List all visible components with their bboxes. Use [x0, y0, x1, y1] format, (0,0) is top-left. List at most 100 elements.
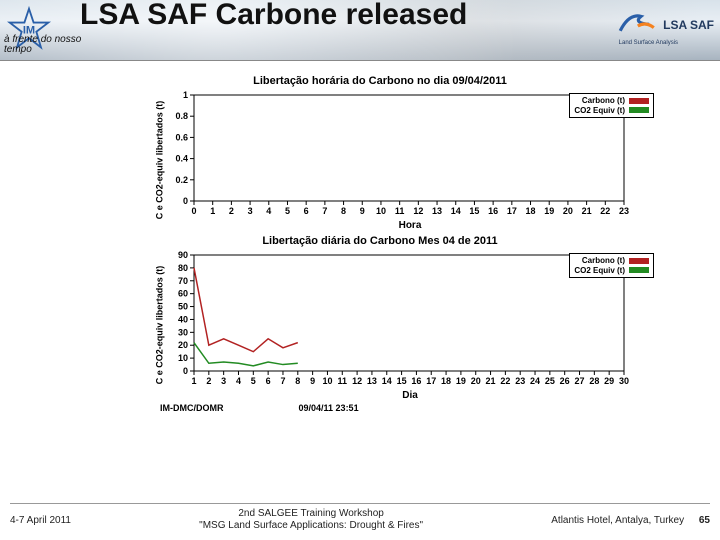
svg-text:8: 8 [341, 206, 346, 216]
svg-text:2: 2 [206, 376, 211, 386]
chart1-legend: Carbono (t)CO2 Equiv (t) [569, 93, 654, 118]
svg-text:0.8: 0.8 [175, 111, 188, 121]
slide-tagline: à frente do nosso tempo [4, 35, 81, 55]
footer-location: Atlantis Hotel, Antalya, Turkey [551, 515, 684, 526]
svg-text:9: 9 [360, 206, 365, 216]
svg-text:30: 30 [619, 376, 629, 386]
svg-text:3: 3 [221, 376, 226, 386]
svg-text:25: 25 [545, 376, 555, 386]
slide-header: IM LSA SAF Carbone released à frente do … [0, 0, 720, 61]
lsa-saf-mark-icon [617, 8, 657, 41]
legend-item: CO2 Equiv (t) [574, 106, 649, 116]
logo-lsa-saf: LSA SAF Land Surface Analysis [617, 8, 714, 46]
legend-label: Carbono (t) [582, 96, 625, 106]
svg-text:21: 21 [582, 206, 592, 216]
footer-pagenum: 65 [699, 515, 710, 526]
chart1-xlabel: Hora [160, 220, 660, 231]
svg-text:19: 19 [456, 376, 466, 386]
legend-swatch [629, 107, 649, 113]
svg-text:6: 6 [266, 376, 271, 386]
svg-text:21: 21 [486, 376, 496, 386]
svg-text:8: 8 [295, 376, 300, 386]
svg-text:14: 14 [451, 206, 461, 216]
footer-date: 4-7 April 2011 [10, 515, 71, 526]
chart1-ylabel: C e CO2-equiv libertados (t) [154, 101, 164, 220]
svg-text:4: 4 [236, 376, 241, 386]
footer-right: Atlantis Hotel, Antalya, Turkey 65 [551, 515, 710, 526]
svg-text:1: 1 [183, 90, 188, 100]
svg-text:28: 28 [589, 376, 599, 386]
svg-text:0: 0 [183, 366, 188, 376]
svg-text:5: 5 [285, 206, 290, 216]
svg-text:12: 12 [413, 206, 423, 216]
svg-text:1: 1 [210, 206, 215, 216]
slide-title: LSA SAF Carbone released [80, 0, 467, 32]
tagline-line2: tempo [4, 44, 32, 55]
svg-text:17: 17 [426, 376, 436, 386]
svg-text:27: 27 [575, 376, 585, 386]
svg-text:60: 60 [178, 289, 188, 299]
chart1-frame: C e CO2-equiv libertados (t) 00.20.40.60… [160, 89, 660, 231]
footer-center: 2nd SALGEE Training Workshop "MSG Land S… [199, 508, 423, 532]
svg-text:12: 12 [352, 376, 362, 386]
svg-text:23: 23 [515, 376, 525, 386]
timestamp-source: IM-DMC/DOMR [160, 403, 224, 413]
chart2-frame: C e CO2-equiv libertados (t) 01020304050… [160, 249, 660, 401]
svg-text:16: 16 [488, 206, 498, 216]
legend-item: Carbono (t) [574, 96, 649, 106]
svg-text:0: 0 [183, 196, 188, 206]
svg-text:22: 22 [500, 376, 510, 386]
legend-swatch [629, 98, 649, 104]
svg-text:5: 5 [251, 376, 256, 386]
chart2-plot: 0102030405060708090123456789101112131415… [160, 249, 630, 389]
svg-text:9: 9 [310, 376, 315, 386]
svg-text:20: 20 [471, 376, 481, 386]
svg-text:90: 90 [178, 250, 188, 260]
legend-label: CO2 Equiv (t) [574, 106, 625, 116]
svg-text:20: 20 [178, 340, 188, 350]
svg-text:10: 10 [322, 376, 332, 386]
footer-center-line2: "MSG Land Surface Applications: Drought … [199, 520, 423, 531]
svg-text:13: 13 [432, 206, 442, 216]
svg-text:14: 14 [382, 376, 392, 386]
legend-item: Carbono (t) [574, 256, 649, 266]
timestamp-time: 09/04/11 23:51 [299, 403, 359, 413]
svg-text:22: 22 [600, 206, 610, 216]
svg-text:11: 11 [395, 206, 405, 216]
chart2-xlabel: Dia [160, 390, 660, 401]
svg-text:30: 30 [178, 327, 188, 337]
svg-text:29: 29 [604, 376, 614, 386]
svg-text:0.4: 0.4 [175, 154, 188, 164]
svg-text:1: 1 [191, 376, 196, 386]
charts-area: Libertação horária do Carbono no dia 09/… [100, 75, 660, 417]
svg-text:0.2: 0.2 [175, 175, 188, 185]
svg-text:11: 11 [338, 376, 348, 386]
svg-text:24: 24 [530, 376, 540, 386]
legend-swatch [629, 258, 649, 264]
svg-text:18: 18 [441, 376, 451, 386]
svg-text:17: 17 [507, 206, 517, 216]
svg-text:3: 3 [248, 206, 253, 216]
svg-text:15: 15 [469, 206, 479, 216]
svg-text:80: 80 [178, 263, 188, 273]
slide-footer: 4-7 April 2011 2nd SALGEE Training Works… [10, 503, 710, 532]
legend-label: Carbono (t) [582, 256, 625, 266]
chart1-title: Libertação horária do Carbono no dia 09/… [100, 75, 660, 87]
svg-text:10: 10 [178, 353, 188, 363]
legend-swatch [629, 267, 649, 273]
svg-text:19: 19 [544, 206, 554, 216]
svg-text:18: 18 [526, 206, 536, 216]
chart2-title: Libertação diária do Carbono Mes 04 de 2… [100, 235, 660, 247]
svg-text:70: 70 [178, 276, 188, 286]
legend-label: CO2 Equiv (t) [574, 266, 625, 276]
svg-text:40: 40 [178, 314, 188, 324]
chart-daily-carbon: Libertação diária do Carbono Mes 04 de 2… [100, 235, 660, 413]
footer-center-line1: 2nd SALGEE Training Workshop [238, 508, 383, 519]
chart2-ylabel: C e CO2-equiv libertados (t) [154, 266, 164, 385]
svg-text:0.6: 0.6 [175, 132, 188, 142]
svg-text:26: 26 [560, 376, 570, 386]
svg-text:16: 16 [411, 376, 421, 386]
chart-timestamp: IM-DMC/DOMR 09/04/11 23:51 [160, 403, 660, 413]
svg-text:7: 7 [322, 206, 327, 216]
svg-text:15: 15 [397, 376, 407, 386]
